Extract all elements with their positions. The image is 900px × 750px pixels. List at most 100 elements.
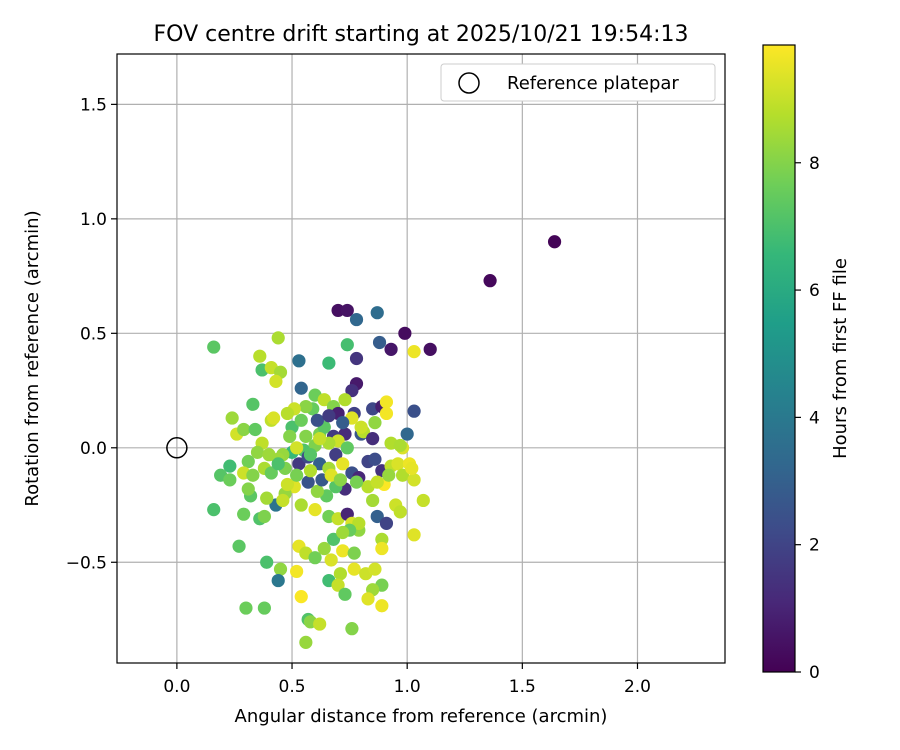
data-point (345, 622, 359, 636)
data-point (248, 422, 262, 437)
y-tick-label: 1.5 (80, 95, 107, 115)
data-point (347, 562, 361, 576)
data-point (375, 532, 389, 546)
data-point (223, 473, 237, 487)
data-point (375, 541, 389, 556)
data-point (269, 374, 283, 388)
data-point (398, 326, 412, 340)
data-point (294, 590, 308, 604)
data-point (336, 457, 350, 471)
data-point (313, 617, 327, 631)
data-point (246, 468, 260, 482)
data-point (313, 432, 327, 446)
data-point (241, 482, 255, 496)
data-point (340, 338, 354, 352)
data-point (260, 491, 274, 505)
data-point (370, 475, 384, 489)
data-point (303, 448, 318, 462)
data-point (349, 475, 364, 489)
data-point (379, 516, 394, 530)
y-tick-label: 0.5 (80, 324, 107, 344)
data-point (276, 493, 290, 508)
data-point (395, 468, 410, 482)
data-point (423, 342, 437, 356)
data-point (326, 532, 341, 546)
data-point (283, 429, 297, 443)
data-point (336, 525, 350, 540)
data-point (308, 551, 322, 565)
legend-label: Reference platepar (507, 73, 679, 94)
data-point (257, 601, 271, 615)
legend: Reference platepar (440, 63, 716, 102)
data-point (260, 555, 274, 569)
data-point (331, 303, 345, 318)
x-tick-label: 1.5 (509, 677, 536, 697)
data-point (207, 503, 221, 517)
x-tick-label: 0.0 (163, 677, 190, 697)
data-point (366, 493, 380, 508)
plot-area: 0.0 0.5 1.0 1.5 2.0 −0.5 0.0 0.5 1.0 1.5 FOV centr… (22, 22, 851, 727)
data-point (370, 509, 384, 524)
data-points (207, 235, 562, 649)
legend-marker (458, 72, 480, 94)
data-point (324, 553, 338, 567)
data-point (391, 457, 405, 471)
data-point (384, 342, 398, 356)
data-point (223, 459, 237, 473)
data-point (241, 454, 255, 469)
data-point (322, 409, 336, 423)
data-point (372, 335, 387, 350)
data-point (290, 564, 304, 579)
data-point (294, 413, 308, 427)
colorbar-label: Hours from first FF file (830, 258, 851, 459)
data-point (257, 509, 271, 524)
data-point (393, 505, 407, 519)
data-point (267, 411, 281, 425)
data-point (400, 427, 414, 441)
data-point (375, 599, 389, 613)
x-tick-label: 2.0 (624, 677, 651, 697)
data-point (407, 345, 421, 359)
data-point (407, 528, 421, 542)
data-point (317, 393, 331, 407)
colorbar: 0 2 4 6 8 Hours from first FF file (762, 44, 851, 683)
data-point (273, 562, 288, 576)
data-point (340, 303, 354, 318)
y-tick-label: −0.5 (66, 553, 107, 573)
axes-frame (116, 53, 726, 664)
data-point (331, 578, 345, 592)
data-point (347, 546, 361, 560)
data-point (345, 383, 359, 398)
reference-marker (166, 437, 188, 459)
data-point (349, 312, 364, 327)
data-point (407, 404, 421, 418)
data-point (354, 420, 368, 434)
data-point (336, 544, 350, 558)
data-point (290, 441, 304, 455)
data-point (349, 351, 364, 366)
colorbar-tick-label: 6 (809, 281, 820, 301)
data-point (207, 340, 221, 354)
data-point (368, 452, 382, 466)
data-point (333, 567, 347, 581)
data-point (340, 441, 354, 455)
data-point (271, 573, 285, 588)
data-point (294, 498, 308, 512)
data-point (262, 448, 276, 462)
data-point (379, 406, 394, 421)
data-point (299, 635, 313, 649)
data-point (232, 539, 246, 553)
legend-box (440, 63, 716, 102)
colorbar-tick-label: 8 (809, 154, 820, 174)
data-point (333, 473, 347, 487)
data-point (366, 432, 380, 446)
y-tick-label: 1.0 (80, 210, 107, 230)
data-point (382, 468, 396, 482)
data-point (292, 457, 306, 471)
data-point (407, 473, 421, 487)
colorbar-scale (762, 44, 796, 673)
y-axis-label: Rotation from reference (arcmin) (22, 210, 43, 506)
data-point (253, 349, 267, 363)
data-point (301, 475, 315, 489)
